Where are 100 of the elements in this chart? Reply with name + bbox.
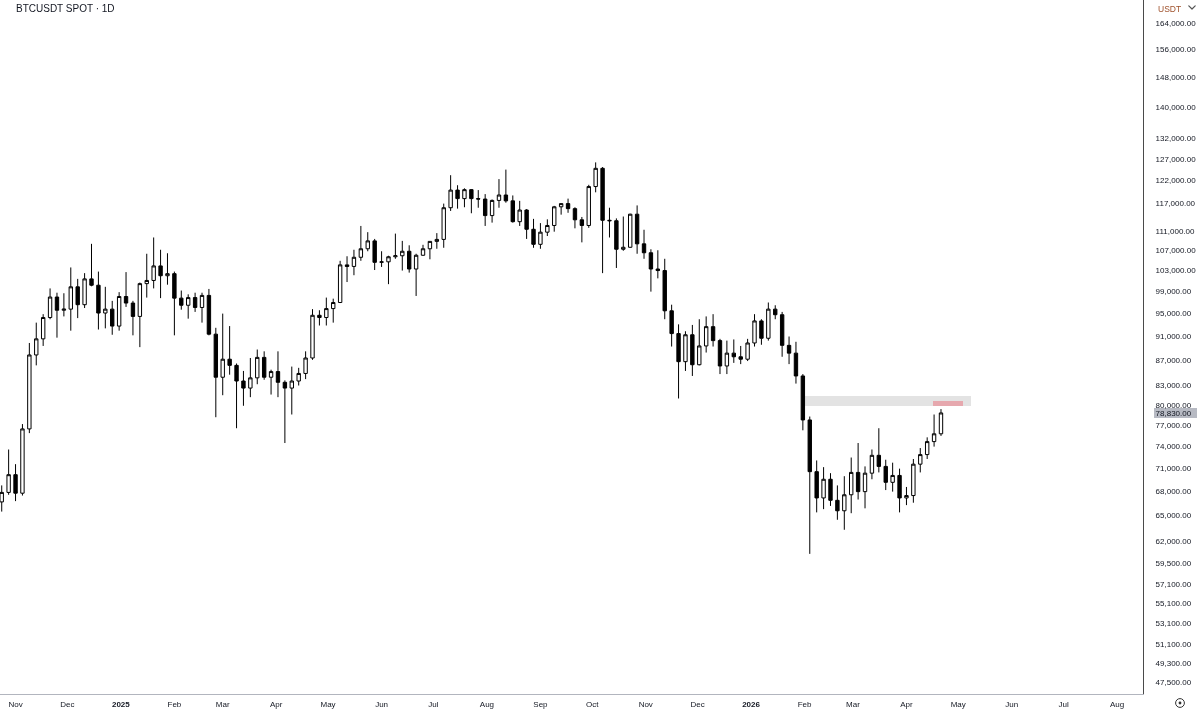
candlestick <box>911 458 916 504</box>
candlestick <box>579 216 585 243</box>
x-tick-label: Mar <box>215 699 230 709</box>
candlestick <box>462 187 467 208</box>
candlestick <box>482 193 488 227</box>
candlestick <box>835 484 840 521</box>
candlestick <box>703 315 709 354</box>
y-tick-label: 111,000.00 <box>1155 226 1195 236</box>
y-tick-label: 68,000.00 <box>1155 487 1192 497</box>
candlestick <box>614 217 619 269</box>
candlestick <box>752 313 757 348</box>
y-tick-label: 80,000.00 <box>1155 400 1192 410</box>
x-tick-label: May <box>320 699 336 709</box>
candlestick <box>186 293 191 320</box>
candlestick <box>849 457 854 514</box>
y-tick-label: 164,000.00 <box>1155 18 1197 28</box>
candlestick <box>220 313 225 396</box>
candlestick <box>648 248 654 293</box>
candlestick <box>503 169 509 204</box>
candlestick <box>697 318 702 366</box>
x-tick-label: Dec <box>60 699 75 709</box>
candlestick <box>641 229 647 260</box>
candlestick <box>54 292 60 339</box>
candlestick <box>110 300 115 336</box>
candlestick <box>531 218 536 249</box>
candlestick <box>420 244 426 257</box>
candlestick <box>372 238 377 271</box>
y-tick-label: 53,100.00 <box>1155 619 1192 629</box>
candlestick <box>855 442 861 501</box>
candlestick <box>545 218 550 237</box>
candlestick <box>476 189 481 209</box>
candlestick <box>586 184 591 229</box>
y-tick-label: 122,000.00 <box>1155 176 1197 186</box>
candlestick <box>379 250 384 268</box>
candlestick <box>918 447 923 473</box>
candlestick <box>931 414 937 448</box>
candlestick <box>793 341 799 385</box>
candlestick <box>565 198 571 214</box>
candlestick <box>469 188 474 214</box>
candlestick <box>75 278 80 319</box>
candlestick <box>869 449 875 480</box>
x-tick-label: Apr <box>900 699 914 709</box>
candlestick <box>0 484 4 513</box>
candlestick <box>828 472 833 507</box>
y-axis-title: USDT <box>1158 4 1182 14</box>
candlestick <box>738 345 743 365</box>
candlestick <box>393 233 398 260</box>
x-tick-label: Dec <box>690 699 705 709</box>
candlestick <box>282 379 288 444</box>
candlestick <box>296 367 301 386</box>
y-tick-label: 47,500.00 <box>1155 678 1192 688</box>
candlestick <box>938 408 944 437</box>
y-tick-label: 57,100.00 <box>1155 580 1192 590</box>
candlestick <box>96 271 101 331</box>
candlestick <box>510 194 515 224</box>
candlestick <box>68 266 73 332</box>
candlestick <box>20 423 25 497</box>
y-tick-label: 83,000.00 <box>1155 381 1192 391</box>
candlestick <box>496 178 502 209</box>
candlestick <box>331 298 336 324</box>
candlestick <box>337 260 343 304</box>
candlestick <box>890 462 895 493</box>
candlestick <box>786 336 792 365</box>
x-tick-label: 2025 <box>111 699 131 709</box>
x-tick-label: Nov <box>638 699 653 709</box>
y-tick-label: 148,000.00 <box>1155 73 1197 83</box>
candlestick <box>779 311 785 358</box>
candlestick <box>717 338 723 375</box>
candlestick <box>766 302 771 342</box>
y-tick-label: 59,500.00 <box>1155 558 1192 568</box>
y-tick-label: 117,000.00 <box>1155 198 1196 208</box>
y-tick-label: 107,000.00 <box>1155 246 1197 256</box>
candlestick <box>427 240 433 260</box>
candlestick <box>731 338 736 364</box>
candlestick <box>365 231 370 252</box>
y-tick-label: 49,300.00 <box>1155 658 1192 668</box>
candlestick <box>151 236 156 289</box>
candlestick <box>724 340 730 375</box>
candlestick <box>434 232 440 250</box>
x-tick-label: Jul <box>428 699 439 709</box>
candlestick <box>206 288 212 336</box>
candlestick <box>558 203 564 216</box>
candlestick <box>199 292 205 324</box>
candlestick <box>89 243 94 287</box>
candlestick <box>600 166 605 274</box>
x-tick-label: Jun <box>1005 699 1019 709</box>
candlestick <box>807 416 812 555</box>
candlestick <box>165 252 170 286</box>
candlestick <box>413 253 419 297</box>
y-tick-label: 156,000.00 <box>1155 45 1197 55</box>
y-tick-label: 95,000.00 <box>1155 309 1192 319</box>
candlestick <box>27 342 32 434</box>
candlestick <box>234 363 239 429</box>
candlestick <box>400 240 405 272</box>
y-tick-label: 78,830.00 <box>1155 408 1192 418</box>
x-tick-label: Jun <box>375 699 389 709</box>
candlestick <box>441 203 446 249</box>
candlestick <box>676 323 681 399</box>
y-tick-label: 91,000.00 <box>1155 332 1192 342</box>
candlestick <box>842 475 847 531</box>
